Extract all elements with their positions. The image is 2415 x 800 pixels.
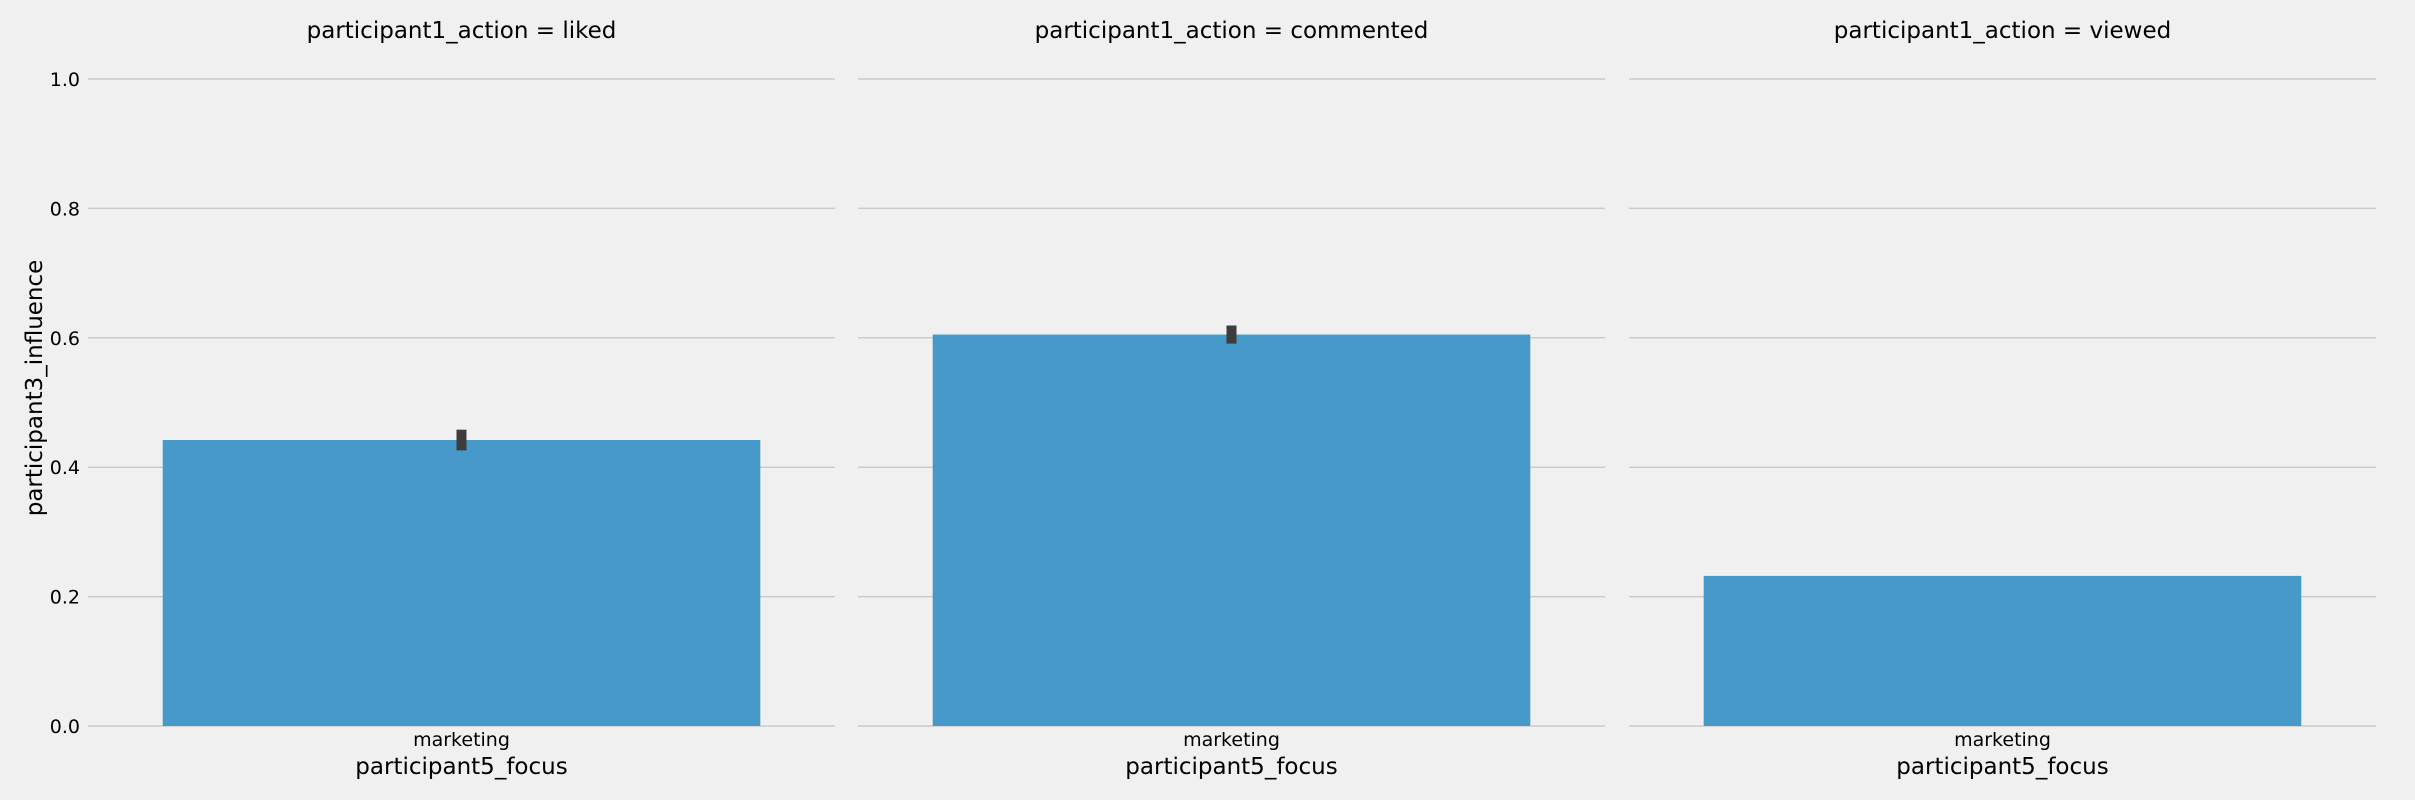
y-axis-label: participant3_influence bbox=[22, 260, 48, 517]
facet-title-0: participant1_action = liked bbox=[307, 18, 617, 44]
x-axis-label-2: participant5_focus bbox=[1896, 754, 2108, 780]
x-axis-label-0: participant5_focus bbox=[355, 754, 567, 780]
y-tick-label-2: 0.4 bbox=[50, 457, 80, 479]
facet-title-1: participant1_action = commented bbox=[1035, 18, 1429, 44]
x-tick-label-marketing: marketing bbox=[1183, 729, 1280, 751]
x-tick-label-marketing: marketing bbox=[1954, 729, 2051, 751]
y-tick-label-0: 0.0 bbox=[50, 716, 80, 738]
x-tick-label-marketing: marketing bbox=[413, 729, 510, 751]
facet-panel-0: 0.0 0.2 0.4 0.6 0.8 1.0 marketing participant5_… bbox=[50, 18, 835, 780]
y-tick-label-4: 0.8 bbox=[50, 198, 80, 220]
bar-marketing bbox=[1703, 575, 2302, 726]
y-tick-label-5: 1.0 bbox=[50, 69, 80, 91]
facet-title-2: participant1_action = viewed bbox=[1834, 18, 2171, 44]
y-tick-label-1: 0.2 bbox=[50, 587, 80, 609]
y-tick-label-3: 0.6 bbox=[50, 328, 80, 350]
facet-panel-1: marketing participant5_focus participant1_… bbox=[858, 18, 1605, 780]
facet-panels: 0.0 0.2 0.4 0.6 0.8 1.0 marketing participant5_… bbox=[50, 18, 2376, 780]
x-axis-label-1: participant5_focus bbox=[1125, 754, 1337, 780]
bar-marketing bbox=[932, 334, 1531, 726]
bar-marketing bbox=[162, 440, 761, 726]
facet-panel-2: marketing participant5_focus participant1_… bbox=[1629, 18, 2376, 780]
